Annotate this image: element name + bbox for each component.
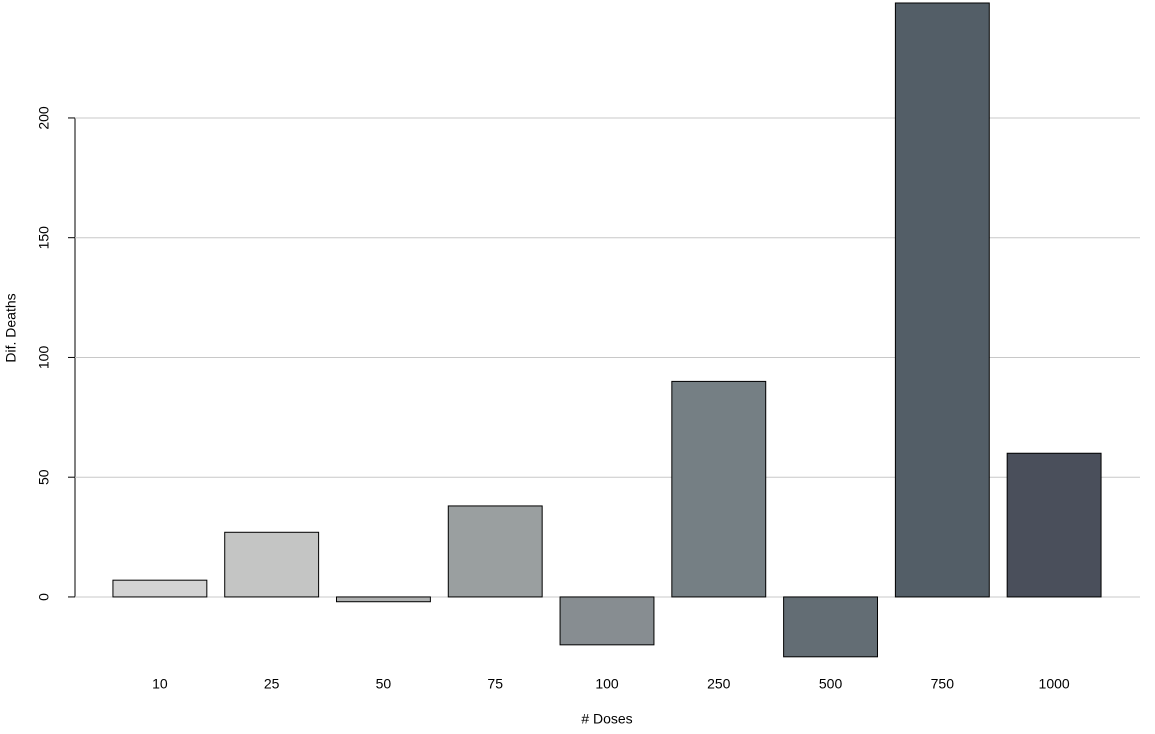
bar [559, 596, 655, 646]
y-tick-label: 200 [36, 106, 52, 130]
x-tick-label: 500 [819, 676, 843, 692]
y-tick-label: 100 [36, 346, 52, 370]
x-tick-label: 10 [152, 676, 168, 692]
x-tick-label: 50 [376, 676, 392, 692]
bar [1006, 452, 1102, 598]
bar [894, 2, 990, 598]
x-tick-label: 75 [487, 676, 503, 692]
bar [783, 596, 879, 658]
x-axis-label: # Doses [581, 711, 632, 727]
x-tick-label: 250 [707, 676, 731, 692]
y-axis-label: Dif. Deaths [3, 293, 19, 362]
y-tick-label: 150 [36, 226, 52, 250]
x-tick-label: 25 [264, 676, 280, 692]
bar [335, 596, 431, 603]
bar [224, 531, 320, 598]
bar [671, 380, 767, 598]
x-tick-label: 1000 [1039, 676, 1070, 692]
x-tick-label: 750 [931, 676, 955, 692]
x-tick-label: 100 [595, 676, 619, 692]
bar [112, 579, 208, 598]
y-tick-label: 0 [36, 593, 52, 601]
bar [447, 505, 543, 598]
y-tick-label: 50 [36, 469, 52, 485]
